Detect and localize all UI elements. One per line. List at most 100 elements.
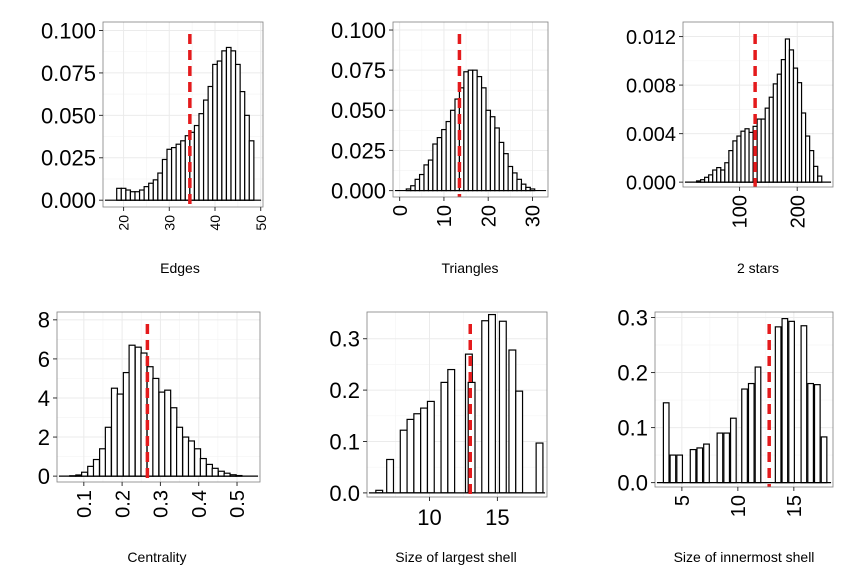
histogram-bar: [764, 107, 770, 183]
x-axis-label: Edges: [160, 260, 200, 276]
histogram-bar: [198, 113, 205, 201]
histogram-bar: [193, 448, 202, 477]
histogram-bar: [689, 448, 697, 484]
histogram-bar: [748, 131, 754, 183]
y-tick-label: 2: [38, 425, 50, 450]
histogram-bar: [432, 143, 438, 192]
histogram-bar: [515, 390, 524, 494]
x-tick-label: 0.1: [74, 490, 96, 518]
x-tick-label: 30: [161, 215, 177, 231]
histogram-bar: [716, 166, 722, 183]
y-tick-label: 0.2: [329, 378, 360, 403]
histogram-bar: [445, 120, 452, 192]
histogram-bar: [152, 377, 160, 477]
x-tick-label: 0.5: [227, 490, 249, 518]
histogram-bar: [230, 50, 237, 201]
y-tick-label: 0.0: [329, 481, 360, 506]
histogram-bar: [813, 165, 819, 183]
x-tick-label: 20: [478, 205, 500, 227]
panel-5: 0.0 0.1 0.2 0.3 10 15 Size of largest shell: [329, 311, 548, 565]
histogram-bar: [508, 349, 517, 494]
x-axis-label: Size of innermost shell: [674, 549, 815, 565]
x-tick-label: 0.4: [189, 490, 211, 518]
y-tick-label: 0: [38, 464, 50, 489]
y-tick-label: 0.012: [626, 27, 676, 49]
histogram-bar: [511, 172, 518, 192]
histogram-bar: [809, 150, 815, 183]
y-tick-label: 0.050: [41, 103, 96, 128]
histogram-bar: [423, 164, 430, 192]
histogram-bar: [152, 179, 159, 201]
histogram-bar: [175, 143, 182, 201]
panel-border: [366, 311, 548, 498]
histogram-bar: [441, 128, 447, 192]
histogram-bar: [148, 182, 154, 201]
panel-6: 0.0 0.1 0.2 0.3 5 10 15 Size of innermost shell: [617, 305, 834, 565]
histogram-bar: [676, 454, 684, 484]
y-tick-label: 0.000: [626, 172, 676, 194]
y-tick-label: 0.025: [331, 138, 386, 163]
histogram-bar: [221, 50, 228, 201]
histogram-bar: [485, 109, 492, 192]
histogram-bar: [728, 150, 734, 183]
y-tick-label: 0.075: [41, 61, 96, 86]
histogram-bar: [813, 384, 821, 484]
histogram-bar: [134, 346, 142, 477]
histogram-bar: [729, 417, 737, 484]
histogram-bar: [454, 98, 461, 192]
histogram-bar: [87, 465, 95, 477]
y-tick-label: 0.008: [626, 75, 676, 97]
y-tick-label: 0.000: [331, 178, 386, 203]
x-tick-label: 0: [390, 205, 412, 216]
histogram-bar: [157, 172, 164, 201]
y-tick-label: 0.0: [617, 471, 648, 496]
histogram-bar: [817, 175, 823, 183]
histogram-bar: [807, 382, 815, 484]
y-tick-label: 0.100: [331, 18, 386, 43]
histogram-bar: [481, 320, 490, 494]
histogram-bar: [410, 185, 416, 192]
histogram-bar: [239, 90, 246, 201]
histogram-bar: [427, 159, 434, 192]
histogram-bar: [800, 112, 807, 183]
histogram-bar: [116, 393, 124, 477]
histogram-bar: [436, 136, 443, 192]
histogram-bar: [467, 69, 474, 192]
y-tick-label: 0.050: [331, 98, 386, 123]
histogram-bar: [128, 344, 136, 477]
histogram-bar: [248, 140, 255, 201]
panel-3: 0.000 0.004 0.008 0.012 100 200 2 stars: [626, 21, 834, 276]
histogram-bar: [99, 448, 107, 477]
histogram-bar: [426, 400, 435, 494]
x-tick-label: 5: [672, 495, 694, 506]
histogram-bar: [772, 83, 778, 183]
histogram-bar: [535, 442, 544, 494]
histogram-bar: [449, 109, 456, 192]
histogram-bar: [704, 176, 710, 183]
histogram-bar: [122, 371, 130, 477]
panel-border: [102, 21, 264, 208]
histogram-bar: [520, 183, 527, 192]
histogram-bar: [480, 87, 487, 192]
x-tick-label: 30: [523, 205, 545, 227]
histogram-bar: [747, 382, 755, 484]
histogram-bar: [792, 67, 799, 183]
histogram-bar: [420, 407, 429, 494]
histogram-bar: [386, 458, 395, 494]
histogram-bar: [472, 69, 478, 192]
x-tick-label: 10: [728, 495, 750, 517]
histogram-bar: [487, 313, 496, 494]
x-tick-label: 15: [485, 505, 509, 530]
histogram-bar: [494, 127, 500, 192]
x-tick-label: 0.2: [112, 490, 134, 518]
histogram-bar: [170, 146, 177, 201]
histogram-bar: [760, 118, 766, 183]
histogram-bar: [234, 63, 241, 201]
histogram-bar: [143, 186, 150, 201]
histogram-bar: [489, 116, 496, 192]
histogram-bar: [211, 467, 219, 477]
histogram-bar: [703, 443, 710, 484]
histogram-bar: [744, 128, 750, 183]
histogram-bar: [158, 391, 166, 477]
